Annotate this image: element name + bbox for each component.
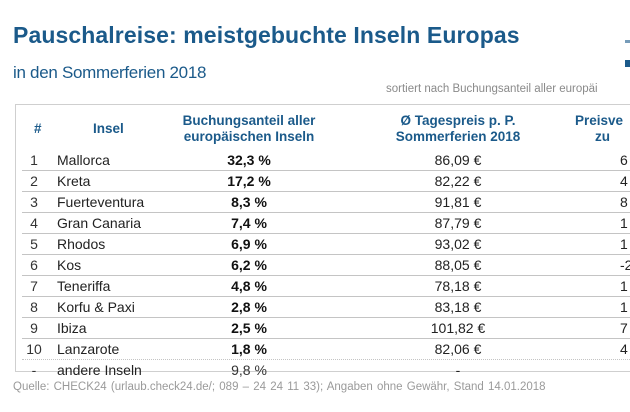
table-row: 5 Rhodos 6,9 % 93,02 € 1: [22, 234, 630, 255]
price-cell: 82,06 €: [434, 341, 482, 357]
island-cell: Teneriffa: [57, 278, 111, 294]
change-cell: 1: [620, 299, 628, 315]
share-cell: 7,4 %: [231, 215, 267, 231]
share-cell: 1,8 %: [231, 341, 267, 357]
island-cell: Lanzarote: [57, 341, 120, 357]
share-cell: 32,3 %: [227, 152, 271, 168]
change-cell: 4: [620, 341, 628, 357]
table-row-other-islands: - andere Inseln 9,8 % -: [22, 360, 630, 380]
price-cell: 93,02 €: [434, 236, 482, 252]
price-cell: 101,82 €: [430, 320, 486, 336]
column-header-booking-share-line2: europäischen Inseln: [183, 129, 315, 144]
island-cell: Korfu & Paxi: [57, 299, 135, 315]
table-row: 8 Korfu & Paxi 2,8 % 83,18 € 1: [22, 297, 630, 318]
column-header-price-change: Preisve zu: [575, 113, 630, 145]
table-row: 3 Fuerteventura 8,3 % 91,81 € 8: [22, 192, 630, 213]
table-row: 6 Kos 6,2 % 88,05 € -2: [22, 255, 630, 276]
share-cell: 6,9 %: [231, 236, 267, 252]
sort-note: sortiert nach Buchungsanteil aller europ…: [386, 83, 598, 95]
island-cell: Kreta: [57, 173, 91, 189]
ranking-table: [15, 104, 630, 372]
table-row: 10 Lanzarote 1,8 % 82,06 € 4: [22, 339, 630, 360]
table-row: 2 Kreta 17,2 % 82,22 € 4: [22, 171, 630, 192]
rank-cell: 3: [30, 194, 38, 210]
column-header-booking-share-line1: Buchungsanteil aller: [182, 113, 316, 128]
table-row: 4 Gran Canaria 7,4 % 87,79 € 1: [22, 213, 630, 234]
share-cell: 17,2 %: [227, 173, 271, 189]
change-cell: 1: [620, 278, 628, 294]
rank-cell: 6: [30, 257, 38, 273]
rank-cell: 2: [30, 173, 38, 189]
island-cell: Gran Canaria: [57, 215, 142, 231]
table-row: 1 Mallorca 32,3 % 86,09 € 6: [22, 150, 630, 171]
column-header-daily-price-line1: Ø Tagespreis p. P.: [400, 113, 516, 128]
change-cell: -2: [620, 257, 630, 273]
rank-cell: 1: [30, 152, 38, 168]
rank-cell: 8: [30, 299, 38, 315]
island-cell: Fuerteventura: [57, 194, 145, 210]
change-cell: 8: [620, 194, 628, 210]
column-header-price-change-line2: zu: [595, 129, 610, 144]
change-cell: 1: [620, 236, 628, 252]
rank-cell: 4: [30, 215, 38, 231]
change-cell: 7: [620, 320, 628, 336]
share-cell: 4,8 %: [231, 278, 267, 294]
column-header-island: Insel: [93, 121, 124, 136]
table-row: 9 Ibiza 2,5 % 101,82 € 7: [22, 318, 630, 339]
rank-cell: 7: [30, 278, 38, 294]
island-cell: Rhodos: [57, 236, 106, 252]
column-header-booking-share: Buchungsanteil aller europäischen Inseln: [170, 113, 328, 145]
rank-cell: -: [31, 362, 37, 378]
price-cell: -: [455, 362, 461, 378]
share-cell: 8,3 %: [231, 194, 267, 210]
island-cell: Kos: [57, 257, 82, 273]
column-header-daily-price-line2: Sommerferien 2018: [395, 129, 521, 144]
price-cell: 88,05 €: [434, 257, 482, 273]
price-cell: 91,81 €: [434, 194, 482, 210]
island-cell: Ibiza: [57, 320, 87, 336]
table-body: 1 Mallorca 32,3 % 86,09 € 6 2 Kreta 17,2…: [22, 150, 630, 380]
page-subtitle: in den Sommerferien 2018: [13, 63, 207, 82]
price-cell: 87,79 €: [434, 215, 482, 231]
logo-fragment-icon: [624, 38, 630, 68]
share-cell: 9,8 %: [231, 362, 267, 378]
rank-cell: 9: [30, 320, 38, 336]
page-title: Pauschalreise: meistgebuchte Inseln Euro…: [13, 22, 520, 48]
table-row: 7 Teneriffa 4,8 % 78,18 € 1: [22, 276, 630, 297]
column-header-daily-price: Ø Tagespreis p. P. Sommerferien 2018: [388, 113, 528, 145]
price-cell: 83,18 €: [434, 299, 482, 315]
price-cell: 86,09 €: [434, 152, 482, 168]
source-footnote: Quelle: CHECK24 (urlaub.check24.de/; 089…: [13, 381, 546, 393]
price-cell: 82,22 €: [434, 173, 482, 189]
island-cell: andere Inseln: [57, 362, 142, 378]
change-cell: 6: [620, 152, 628, 168]
change-cell: 1: [620, 215, 628, 231]
island-cell: Mallorca: [57, 152, 110, 168]
column-header-price-change-line1: Preisve: [575, 113, 624, 128]
price-cell: 78,18 €: [434, 278, 482, 294]
rank-cell: 10: [26, 341, 42, 357]
rank-cell: 5: [30, 236, 38, 252]
share-cell: 2,5 %: [231, 320, 267, 336]
column-header-rank: #: [34, 121, 42, 136]
change-cell: 4: [620, 173, 628, 189]
share-cell: 6,2 %: [231, 257, 267, 273]
share-cell: 2,8 %: [231, 299, 267, 315]
